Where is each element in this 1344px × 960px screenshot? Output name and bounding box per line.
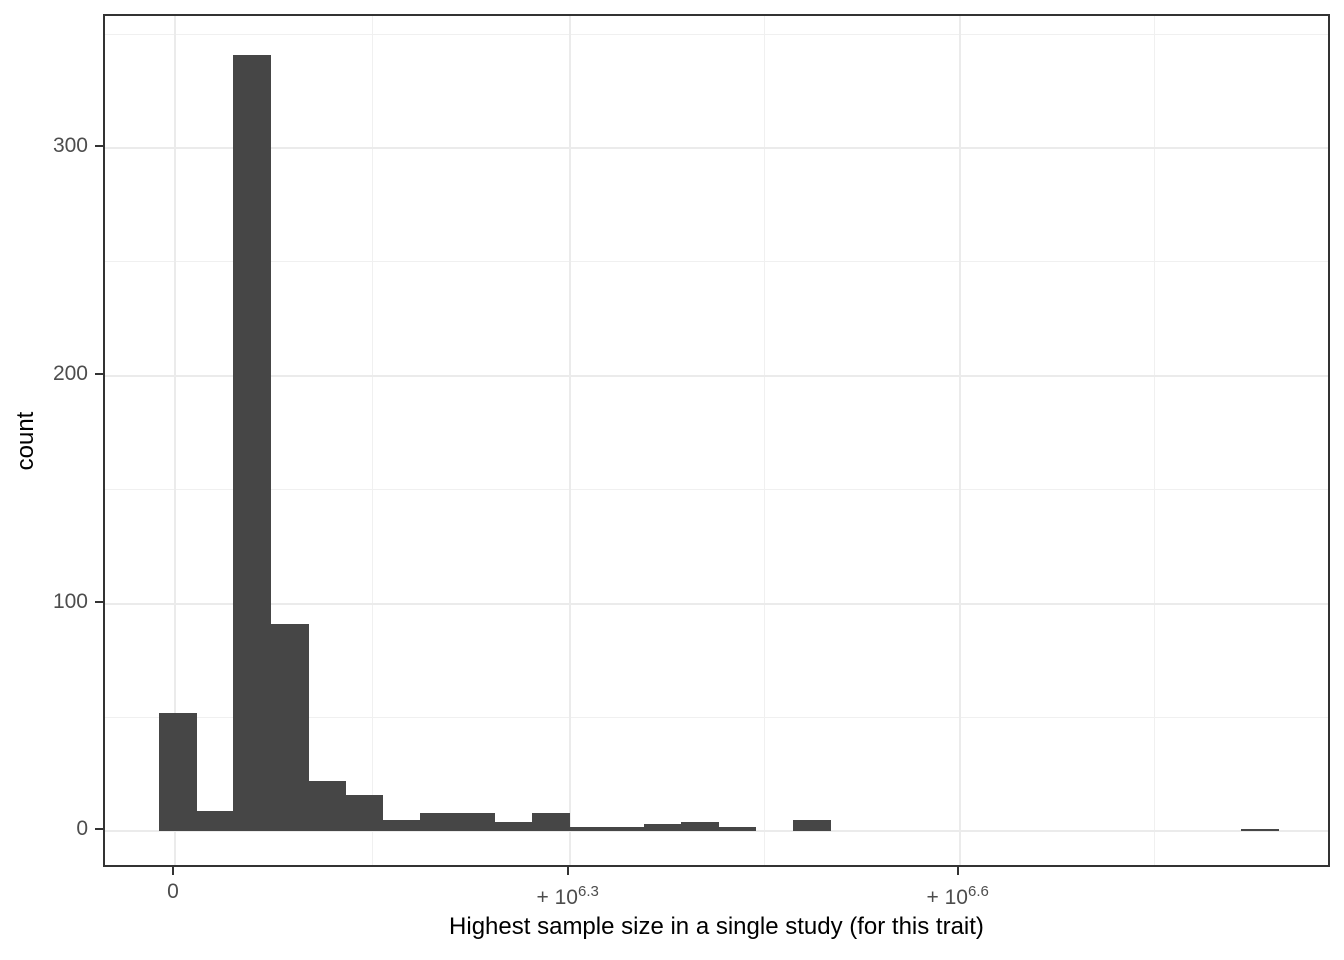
x-tick-mark — [172, 867, 174, 875]
x-axis-title: Highest sample size in a single study (f… — [449, 913, 984, 940]
x-tick-label: 0 — [167, 880, 179, 903]
histogram-bar — [718, 826, 757, 832]
histogram-bar — [457, 813, 496, 832]
y-major-gridline — [105, 830, 1328, 833]
plot-panel — [103, 14, 1330, 867]
x-tick-mark — [956, 867, 959, 875]
x-minor-gridline — [371, 16, 373, 865]
y-major-gridline — [105, 602, 1328, 605]
x-major-gridline — [958, 16, 961, 865]
histogram-bar — [569, 826, 608, 832]
y-minor-gridline — [105, 489, 1328, 491]
y-major-gridline — [105, 374, 1328, 377]
y-tick-mark — [95, 144, 103, 147]
y-major-gridline — [105, 146, 1328, 149]
histogram-bar — [308, 781, 346, 832]
y-tick-label: 100 — [52, 589, 88, 613]
histogram-bar — [345, 794, 384, 832]
histogram-bar — [270, 624, 309, 832]
y-tick-mark — [95, 372, 103, 375]
histogram-bar — [793, 819, 832, 832]
y-tick-mark — [95, 828, 103, 831]
histogram-bar — [532, 813, 570, 832]
histogram-bar — [643, 824, 682, 832]
histogram-bar — [420, 813, 458, 832]
x-major-gridline — [174, 16, 176, 865]
histogram-bar — [233, 54, 272, 832]
y-tick-label: 300 — [52, 133, 88, 157]
histogram-bar — [158, 712, 197, 832]
x-tick-label: + 106.6 — [926, 883, 989, 909]
y-tick-label: 0 — [76, 817, 88, 841]
x-tick-label: + 106.3 — [536, 883, 599, 909]
y-minor-gridline — [105, 261, 1328, 263]
y-minor-gridline — [105, 716, 1328, 718]
histogram-bar — [196, 810, 234, 832]
x-major-gridline — [568, 16, 571, 865]
histogram-bar — [606, 826, 645, 832]
y-axis-title: count — [12, 411, 39, 470]
x-minor-gridline — [1154, 16, 1156, 865]
y-tick-label: 200 — [52, 361, 88, 385]
histogram-bar — [681, 822, 720, 832]
histogram-bar — [494, 822, 533, 832]
x-minor-gridline — [764, 16, 766, 865]
histogram-bar — [382, 819, 421, 832]
y-tick-mark — [95, 600, 103, 603]
y-minor-gridline — [105, 33, 1328, 35]
x-tick-mark — [566, 867, 569, 875]
histogram-bar — [1241, 829, 1280, 832]
